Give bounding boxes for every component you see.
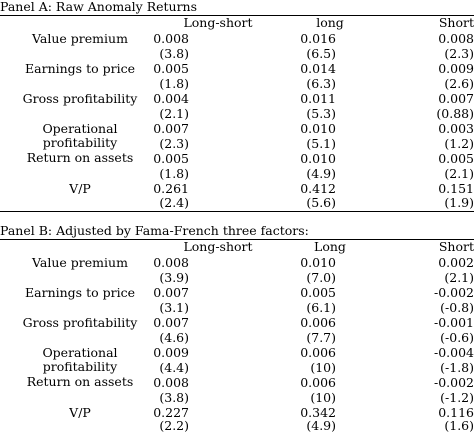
panel-a-header-long: long [316,15,344,30]
panel-b-tstat: (10) [310,390,336,405]
panel-a-row-label: Value premium [32,31,128,46]
panel-b-tstat: (10) [310,360,336,375]
panel-b-coef: 0.007 [153,315,189,330]
panel-b-tstat: (3.1) [159,300,189,315]
panel-b-coef: 0.116 [438,405,474,420]
panel-b-header-long-short: Long-short [183,239,253,254]
panel-a-top-rule [0,15,474,16]
panel-b-coef: 0.008 [153,375,189,390]
panel-b-tstat: (-0.8) [440,300,474,315]
panel-a-coef: 0.005 [438,151,474,166]
panel-b-tstat: (4.4) [159,360,189,375]
panel-a-tstat: (2.4) [159,195,189,210]
panel-a-coef: 0.261 [153,181,189,196]
panel-a-tstat: (2.6) [444,76,474,91]
panel-a-coef: 0.412 [300,181,336,196]
panel-b-tstat: (-1.8) [440,360,474,375]
panel-a-bottom-rule [0,211,474,212]
panel-b-row-label: Earnings to price [25,285,135,300]
panel-a-tstat: (2.1) [444,166,474,181]
panel-a-coef: 0.151 [438,181,474,196]
panel-a-tstat: (1.8) [159,76,189,91]
panel-b-tstat: (7.0) [306,270,336,285]
panel-a-coef: 0.008 [153,31,189,46]
panel-a-tstat: (3.8) [159,46,189,61]
panel-a-coef: 0.008 [438,31,474,46]
panel-a-tstat: (5.1) [306,136,336,151]
panel-b-tstat: (-0.6) [440,330,474,345]
panel-a-coef: 0.004 [153,91,189,106]
panel-a-header-short: Short [438,15,474,30]
panel-a-coef: 0.009 [438,61,474,76]
panel-a-coef: 0.010 [300,151,336,166]
panel-a-coef: 0.005 [153,151,189,166]
panel-b-coef: -0.004 [433,345,474,360]
panel-b-tstat: (7.7) [306,330,336,345]
panel-b-row-label: Return on assets [26,374,134,389]
panel-a-tstat: (1.8) [159,166,189,181]
panel-a-tstat: (6.5) [306,46,336,61]
panel-b-tstat: (6.1) [306,300,336,315]
panel-b-coef: 0.009 [153,345,189,360]
panel-a-tstat: (5.6) [306,195,336,210]
panel-b-coef: 0.005 [300,285,336,300]
panel-b-title: Panel B: Adjusted by Fama-French three f… [0,223,309,238]
panel-b-coef: 0.008 [153,255,189,270]
panel-b-coef: 0.002 [438,255,474,270]
panel-a-coef: 0.016 [300,31,336,46]
panel-a-coef: 0.003 [438,121,474,136]
panel-b-coef: 0.006 [300,315,336,330]
panel-b-tstat: (1.6) [444,418,474,433]
panel-a-row-label: Gross profitability [22,91,138,106]
panel-a-tstat: (2.1) [159,106,189,121]
panel-b-tstat: (2.1) [444,270,474,285]
panel-a-coef: 0.011 [300,91,336,106]
panel-a-tstat: (2.3) [159,136,189,151]
panel-a-tstat: (1.2) [444,136,474,151]
panel-b-row-label-line2: profitability [42,359,118,374]
panel-b-top-rule [0,239,474,240]
panel-b-tstat: (3.8) [159,390,189,405]
panel-b-coef: -0.002 [433,375,474,390]
panel-a-row-label-line2: profitability [42,135,118,150]
panel-b-tstat: (4.9) [306,418,336,433]
panel-a-coef: 0.005 [153,61,189,76]
panel-a-tstat: (6.3) [306,76,336,91]
panel-b-coef: 0.227 [153,405,189,420]
panel-b-coef: 0.007 [153,285,189,300]
panel-b-tstat: (2.2) [159,418,189,433]
panel-a-row-label: V/P [69,181,91,196]
panel-a-coef: 0.010 [300,121,336,136]
panel-b-coef: 0.010 [300,255,336,270]
panel-a-tstat: (5.3) [306,106,336,121]
panel-b-row-label: Gross profitability [22,315,138,330]
panel-a-header-long-short: Long-short [183,15,253,30]
panel-b-coef: -0.001 [433,315,474,330]
panel-b-coef: 0.006 [300,345,336,360]
panel-b-row-label: Value premium [32,255,128,270]
panel-a-tstat: (1.9) [444,195,474,210]
panel-b-header-short: Short [438,239,474,254]
panel-a-tstat: (0.88) [436,106,474,121]
panel-b-row-label-line1: Operational [42,345,118,360]
panel-b-coef: -0.002 [433,285,474,300]
panel-a-row-label: Earnings to price [25,61,135,76]
panel-b-coef: 0.342 [300,405,336,420]
panel-a-row-label-line1: Operational [42,121,118,136]
panel-a-title: Panel A: Raw Anomaly Returns [0,0,198,14]
panel-b-row-label: V/P [69,405,91,420]
panel-a-tstat: (2.3) [444,46,474,61]
panel-b-tstat: (4.6) [159,330,189,345]
panel-b-tstat: (-1.2) [440,390,474,405]
panel-a-tstat: (4.9) [306,166,336,181]
panel-a-coef: 0.014 [300,61,336,76]
panel-a-coef: 0.007 [438,91,474,106]
panel-b-coef: 0.006 [300,375,336,390]
panel-b-header-long: Long [314,239,346,254]
panel-a-coef: 0.007 [153,121,189,136]
panel-b-tstat: (3.9) [159,270,189,285]
panel-a-row-label: Return on assets [26,150,134,165]
